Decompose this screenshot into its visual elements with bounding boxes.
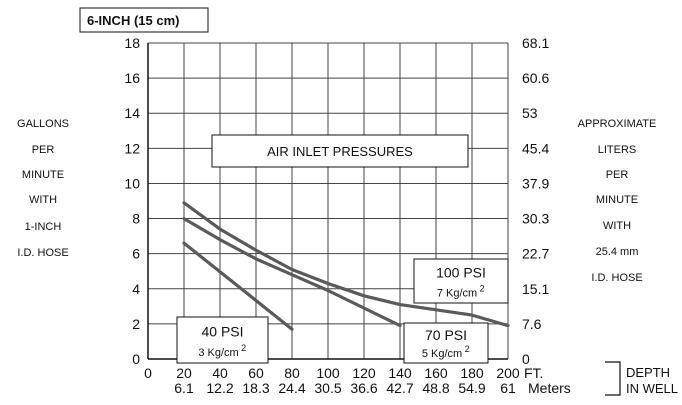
right-axis-label-line: PER [606, 169, 629, 181]
chart-title-group: 6-INCH (15 cm) [79, 7, 209, 33]
chart-title-box [79, 7, 209, 33]
x-tick-label-meters: 6.1 [174, 380, 194, 396]
series-label-40-psi: 40 PSI 3 Kg/cm 2 [176, 316, 269, 364]
depth-label-line: IN WELL [626, 381, 678, 396]
annotation-box [211, 134, 469, 168]
series-label-70-psi: 70 PSI 5 Kg/cm 2 [403, 322, 489, 364]
x-unit-meters: Meters [528, 380, 571, 396]
left-tick-label: 10 [124, 175, 140, 191]
x-tick-label-ft: 120 [352, 365, 376, 381]
left-tick-label: 14 [124, 105, 140, 121]
left-tick-label: 0 [132, 351, 140, 367]
series-label-100-psi: 100 PSI 7 Kg/cm 2 [413, 258, 509, 304]
x-tick-label-meters: 61 [500, 380, 516, 396]
depth-label-line: DEPTH [626, 365, 670, 380]
x-tick-label-ft: 60 [248, 365, 264, 381]
x-tick-label-meters: 30.5 [314, 380, 341, 396]
right-axis-label-line: APPROXIMATE [578, 118, 657, 130]
left-axis-ticks: 0 2 4 6 8 10 12 14 16 18 [124, 35, 140, 367]
x-tick-label-meters: 18.3 [242, 380, 269, 396]
right-tick-label: 68.1 [522, 35, 549, 51]
left-axis-label-line: WITH [29, 194, 57, 206]
series-label-unit: 3 Kg/cm [198, 347, 238, 359]
series-line-100-psi [182, 201, 510, 328]
left-tick-label: 12 [124, 140, 140, 156]
right-axis-label-line: I.D. HOSE [591, 272, 642, 284]
left-tick-label: 16 [124, 70, 140, 86]
x-tick-label-meters: 12.2 [206, 380, 233, 396]
x-axis-ticks: 0 20 40 60 80 100 120 140 160 180 200 6.1 12.2 18.3 24… [144, 365, 520, 396]
series-label-unit-superscript: 2 [465, 344, 470, 354]
x-tick-label-ft: 100 [316, 365, 340, 381]
series-line-70-psi [182, 217, 402, 328]
x-tick-label-ft: 80 [284, 365, 300, 381]
x-unit-ft: FT. [524, 365, 543, 381]
right-axis-label-line: LITERS [598, 144, 637, 156]
left-tick-label: 4 [132, 281, 140, 297]
x-tick-label-ft: 20 [176, 365, 192, 381]
series-lines [182, 201, 510, 331]
series-label-unit: 5 Kg/cm [422, 348, 462, 360]
left-tick-label: 18 [124, 35, 140, 51]
right-tick-label: 30.3 [522, 211, 549, 227]
series-label-unit-superscript: 2 [241, 343, 246, 353]
series-label-box [413, 258, 509, 304]
x-tick-label-ft: 0 [144, 365, 152, 381]
right-tick-label: 22.7 [522, 246, 549, 262]
right-axis-ticks: 0 7.6 15.1 22.7 30.3 37.9 45.4 53 60.6 68.1 [522, 35, 549, 367]
x-tick-label-ft: 200 [496, 365, 520, 381]
x-tick-label-meters: 42.7 [386, 380, 413, 396]
series-line-40-psi [182, 241, 294, 331]
x-tick-label-meters: 36.6 [350, 380, 377, 396]
depth-bracket [605, 361, 621, 396]
series-label-name: 70 PSI [425, 327, 467, 343]
x-tick-label-meters: 54.9 [458, 380, 485, 396]
annotation-text: AIR INLET PRESSURES [267, 144, 413, 159]
chart-title: 6-INCH (15 cm) [87, 13, 179, 28]
right-axis-label-line: WITH [603, 220, 631, 232]
right-tick-label: 7.6 [522, 316, 542, 332]
left-tick-label: 6 [132, 246, 140, 262]
x-tick-label-ft: 140 [388, 365, 412, 381]
series-label-box [403, 322, 489, 364]
left-axis-label-line: GALLONS [17, 118, 69, 130]
left-tick-label: 8 [132, 211, 140, 227]
left-tick-label: 2 [132, 316, 140, 332]
left-axis-label-line: I.D. HOSE [17, 247, 68, 259]
right-axis-label-line: MINUTE [596, 194, 638, 206]
right-tick-label: 60.6 [522, 70, 549, 86]
series-label-name: 100 PSI [436, 264, 486, 280]
series-label-box [176, 316, 269, 364]
right-tick-label: 45.4 [522, 140, 549, 156]
x-tick-label-meters: 48.8 [422, 380, 449, 396]
left-axis-label: GALLONS PER MINUTE WITH 1-INCH I.D. HOSE [17, 118, 69, 259]
right-tick-label: 37.9 [522, 175, 549, 191]
right-axis-label-line: 25.4 mm [596, 246, 639, 258]
right-tick-label: 15.1 [522, 281, 549, 297]
x-tick-label-ft: 40 [212, 365, 228, 381]
right-axis-label: APPROXIMATE LITERS PER MINUTE WITH 25.4 mm I.D… [578, 118, 657, 284]
x-tick-label-ft: 180 [460, 365, 484, 381]
right-tick-label: 0 [522, 351, 530, 367]
left-axis-label-line: PER [32, 144, 55, 156]
series-label-unit-superscript: 2 [480, 283, 485, 293]
series-label-name: 40 PSI [201, 323, 243, 339]
annotation-group: AIR INLET PRESSURES [211, 134, 469, 168]
x-tick-label-meters: 24.4 [278, 380, 305, 396]
x-tick-label-ft: 160 [424, 365, 448, 381]
left-axis-label-line: MINUTE [22, 169, 64, 181]
right-tick-label: 53 [522, 105, 538, 121]
series-label-unit: 7 Kg/cm [437, 287, 477, 299]
left-axis-label-line: 1-INCH [25, 221, 62, 233]
